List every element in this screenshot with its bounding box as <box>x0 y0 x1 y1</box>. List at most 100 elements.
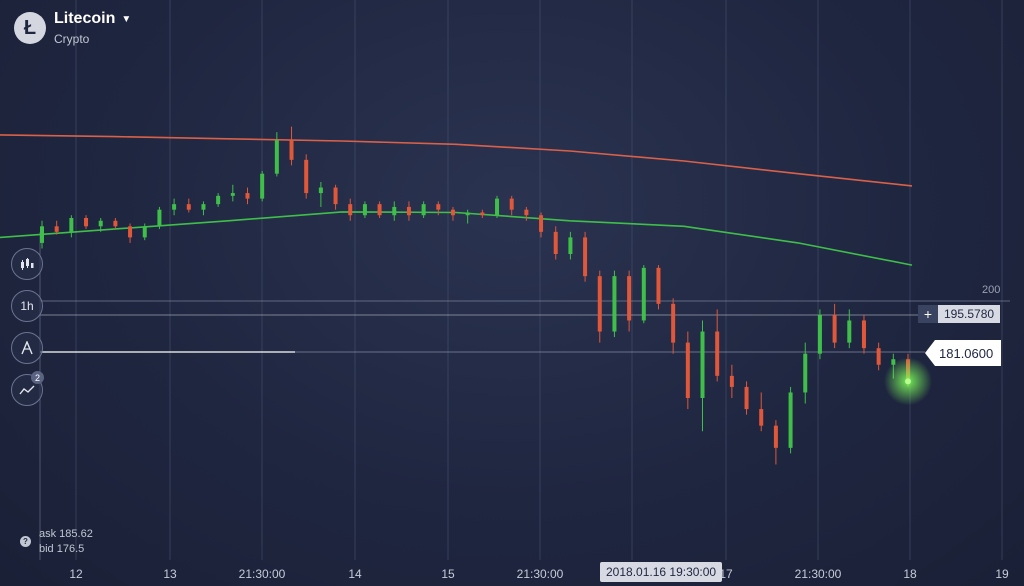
candle <box>274 132 279 177</box>
candle <box>304 154 309 199</box>
candle <box>318 182 323 207</box>
candle <box>54 220 59 235</box>
candle <box>671 298 676 354</box>
candle <box>803 342 808 404</box>
current-price-tag: 181.0600 <box>925 340 1002 366</box>
candle <box>539 212 544 238</box>
candle <box>817 309 822 360</box>
candle <box>847 309 852 349</box>
candle <box>436 201 441 216</box>
asset-category: Crypto <box>54 32 90 46</box>
drawing-tools-button[interactable] <box>11 332 43 364</box>
candle <box>583 231 588 282</box>
last-price-dot <box>905 378 911 385</box>
litecoin-logo-icon: Ł <box>14 12 46 44</box>
candle <box>568 231 573 260</box>
candle <box>685 331 690 410</box>
upper-price-value: 195.5780 <box>938 305 1001 323</box>
chart-type-button[interactable] <box>11 248 43 280</box>
candle <box>759 392 764 432</box>
add-alert-icon[interactable]: + <box>918 305 938 323</box>
candle <box>216 193 221 207</box>
drawing-tool-icon <box>21 341 33 355</box>
price-level-label: 200 <box>982 284 1001 296</box>
candle <box>832 303 837 349</box>
candle <box>450 206 455 221</box>
candle <box>333 184 338 210</box>
moving-average-line <box>0 211 913 266</box>
candle <box>260 170 265 202</box>
chart-toolbar: 1h 2 <box>11 248 44 406</box>
asset-selector[interactable]: Litecoin ▼ <box>54 10 131 28</box>
candle <box>641 265 646 324</box>
x-tick-label: 17 <box>719 567 733 581</box>
candle <box>509 195 514 216</box>
asset-name[interactable]: Litecoin <box>54 10 116 27</box>
candle <box>186 198 191 213</box>
candle <box>861 314 866 354</box>
x-tick-label: 14 <box>348 567 362 581</box>
candle <box>495 195 500 218</box>
timeframe-label: 1h <box>20 299 34 313</box>
asset-header: Ł Litecoin ▼ Crypto <box>14 10 131 46</box>
candle <box>465 209 470 224</box>
candle <box>744 381 749 415</box>
candle <box>362 201 367 218</box>
ask-quote: ask 185.62 <box>39 528 93 540</box>
candle <box>421 201 426 218</box>
indicators-button[interactable]: 2 <box>11 371 44 406</box>
candle <box>245 187 250 205</box>
indicators-count-badge: 2 <box>31 371 44 384</box>
price-pointer-icon <box>925 340 935 366</box>
x-tick-label: 21:30:00 <box>239 567 286 581</box>
info-icon[interactable]: ? <box>20 536 31 547</box>
quotes-block: ask 185.62 bid 176.5 <box>39 528 93 555</box>
candle <box>230 184 235 202</box>
candle <box>406 201 411 221</box>
candle <box>348 198 353 221</box>
timeframe-button[interactable]: 1h <box>11 290 43 322</box>
candle <box>392 201 397 221</box>
indicators-icon <box>19 385 35 395</box>
x-tick-label: 12 <box>69 567 83 581</box>
candle <box>201 201 206 216</box>
candle <box>715 309 720 382</box>
candle <box>612 270 617 338</box>
candle <box>98 218 103 232</box>
asset-title-block: Litecoin ▼ Crypto <box>54 10 131 46</box>
chevron-down-icon[interactable]: ▼ <box>121 13 132 25</box>
candle <box>142 223 147 241</box>
candlestick-icon <box>21 258 34 270</box>
candle <box>69 215 74 238</box>
candle <box>84 215 89 230</box>
candle <box>788 386 793 454</box>
crosshair-time-label: 2018.01.16 19:30:00 <box>600 562 723 582</box>
candle <box>656 265 661 310</box>
x-tick-label: 21:30:00 <box>517 567 564 581</box>
x-tick-label: 13 <box>163 567 177 581</box>
quote-info: ? ask 185.62 bid 176.5 <box>20 528 93 555</box>
current-price-value: 181.0600 <box>935 340 1002 366</box>
candle <box>113 218 118 230</box>
candle <box>128 223 133 243</box>
candle <box>597 270 602 343</box>
candle <box>729 364 734 398</box>
candle <box>773 420 778 465</box>
x-tick-label: 18 <box>903 567 917 581</box>
candle <box>157 206 162 230</box>
candle <box>40 220 44 249</box>
candle <box>876 342 881 371</box>
moving-average-line <box>0 134 913 187</box>
candle <box>377 201 382 218</box>
candle <box>700 320 705 432</box>
candle <box>553 226 558 260</box>
candle <box>289 126 294 166</box>
candle <box>480 209 485 218</box>
x-tick-label: 15 <box>441 567 455 581</box>
upper-price-tag[interactable]: + 195.5780 <box>918 305 1001 323</box>
candle <box>524 206 529 221</box>
bid-quote: bid 176.5 <box>39 543 85 555</box>
candle <box>172 198 177 216</box>
